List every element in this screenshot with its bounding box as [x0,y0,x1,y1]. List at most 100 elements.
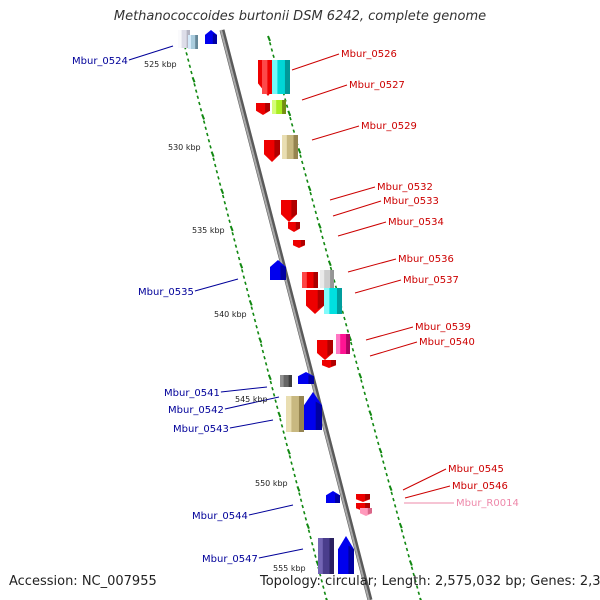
gene-arrow-mbur-0535 [270,260,286,280]
accession-text: Accession: NC_007955 [9,574,157,589]
leader-line [194,278,239,292]
outer-track-dot [302,166,306,171]
leader-line [347,258,397,273]
inner-track-dot [204,126,208,131]
leader-line [248,504,294,516]
inner-track-dot [296,486,301,492]
outer-track-dot [314,210,318,215]
inner-track-dot [295,479,298,484]
gene-label-mbur-0542: Mbur_0542 [168,405,224,416]
leader-line [224,396,280,410]
inner-track-dot [206,132,209,137]
inner-track-dot [190,70,193,75]
outer-track-dot [408,560,413,566]
outer-track-dot [329,266,333,271]
outer-track-dot [407,554,410,558]
outer-track-dot [311,198,314,202]
outer-track-dot [333,279,336,283]
outer-track-dot [419,597,422,600]
scale-label: 545 kbp [235,395,268,404]
inner-track-dot [229,225,234,232]
outer-track-dot [383,466,387,471]
inner-track-dot [275,405,279,410]
outer-track-dot [370,416,373,421]
outer-track-dot [290,123,294,127]
inner-track-dot [226,213,230,217]
outer-track-dot [371,422,375,427]
inner-track-dot [286,448,291,455]
gene-label-mbur-0536: Mbur_0536 [398,254,454,265]
outer-track-dot [375,435,378,439]
gene-label-mbur-0534: Mbur_0534 [388,217,444,228]
gene-label-mbur-0529: Mbur_0529 [361,121,417,132]
gene-arrow-mbur-0540 [322,360,336,368]
inner-track-dot [264,362,268,366]
leader-line [369,341,418,357]
outer-track-dot [388,485,393,491]
inner-track-dot [277,411,282,418]
outer-track-dot [368,410,373,417]
gene-arrow-reverse [205,30,217,44]
leader-line [291,53,340,71]
inner-track-dot [191,76,196,83]
gene-arrow-mbur-0541 [298,372,314,384]
inner-track-dot [301,504,304,509]
outer-track-dot [402,535,405,539]
leader-line [311,125,360,141]
outer-track-dot [404,541,407,546]
outer-track-dot [297,148,302,154]
outer-track-dot [312,204,316,208]
outer-track-dot [390,491,394,496]
gene-label-mbur-0524: Mbur_0524 [72,56,128,67]
inner-track-dot [201,114,205,120]
leader-line [229,419,274,429]
outer-track-dot [287,110,292,117]
outer-track-dot [417,591,421,596]
gene-block-mbur-0536 [302,272,318,288]
inner-track-dot [291,467,295,472]
leader-line [301,84,348,101]
gene-label-mbur-0544: Mbur_0544 [192,511,248,522]
outer-track-dot [366,404,370,408]
inner-track-dot [209,145,212,149]
gene-block-mbur-0541 [280,375,292,387]
outer-track-dot [415,585,419,589]
gene-label-mbur-0539: Mbur_0539 [415,322,471,333]
inner-track-dot [263,355,266,360]
leader-line [404,485,451,499]
inner-track-dot [274,399,277,403]
inner-track-dot [320,579,323,583]
inner-track-dot [228,219,231,224]
outer-track-dot [306,179,309,183]
gene-arrow-mbur-0527 [256,103,270,115]
outer-track-dot [326,254,329,258]
outer-track-dot [361,385,365,389]
gene-label-mbur-0535: Mbur_0535 [138,287,194,298]
inner-track-dot [250,306,254,310]
inner-track-dot [282,430,285,434]
leader-line [329,186,376,201]
inner-track-dot [225,207,228,211]
gene-block-ghost [188,35,198,49]
tick-dots [182,35,422,600]
inner-track-dot [196,95,200,100]
inner-track-dot [217,176,220,180]
gene-label-mbur-0541: Mbur_0541 [164,388,220,399]
outer-track-dot [385,472,388,477]
outer-track-dot [319,229,323,233]
scale-label: 555 kbp [273,564,306,573]
gene-features [178,30,372,574]
inner-track-dot [193,83,196,87]
gene-label-mbur-0540: Mbur_0540 [419,337,475,348]
leader-line [365,326,414,341]
inner-track-dot [256,331,260,335]
inner-track-dot [288,455,292,459]
gene-label-mbur-0537: Mbur_0537 [403,275,459,286]
inner-track-dot [194,89,198,93]
inner-track-dot [322,585,325,589]
outer-track-dot [307,185,312,192]
gene-arrow-mbur-0547 [338,536,354,574]
outer-track-dot [373,429,377,433]
inner-track-dot [202,120,206,124]
inner-track-dot [241,269,244,273]
